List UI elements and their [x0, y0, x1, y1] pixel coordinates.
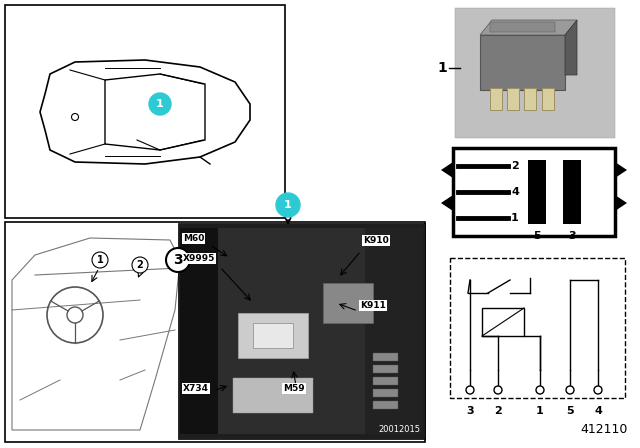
Text: 412110: 412110: [580, 423, 628, 436]
Bar: [450, 258, 625, 398]
Polygon shape: [441, 195, 453, 211]
Polygon shape: [441, 162, 453, 178]
Bar: [528, 160, 546, 224]
Bar: [5, 5, 285, 218]
Text: 5: 5: [533, 231, 541, 241]
Bar: [373, 389, 398, 397]
Text: 2: 2: [136, 260, 143, 270]
Bar: [218, 228, 365, 434]
Bar: [480, 35, 565, 90]
Bar: [373, 377, 398, 385]
Polygon shape: [480, 20, 577, 35]
Circle shape: [466, 386, 474, 394]
Text: 5: 5: [566, 406, 574, 416]
Bar: [453, 148, 615, 236]
Circle shape: [594, 386, 602, 394]
Bar: [373, 365, 398, 373]
Bar: [490, 88, 502, 110]
Text: 1: 1: [156, 99, 164, 109]
Text: X9995: X9995: [183, 254, 216, 263]
Text: 2: 2: [511, 161, 519, 171]
Circle shape: [494, 386, 502, 394]
Bar: [5, 222, 425, 442]
Polygon shape: [615, 195, 627, 211]
Text: 20012015: 20012015: [378, 425, 420, 434]
Bar: [365, 228, 423, 434]
Bar: [238, 313, 308, 358]
Text: X734: X734: [183, 384, 209, 393]
Bar: [373, 401, 398, 409]
Circle shape: [132, 257, 148, 273]
Bar: [524, 88, 536, 110]
Text: 1: 1: [511, 213, 519, 223]
Circle shape: [536, 386, 544, 394]
Text: K910: K910: [363, 236, 388, 245]
Text: 3: 3: [173, 253, 183, 267]
Circle shape: [92, 252, 108, 268]
Bar: [253, 323, 293, 348]
Polygon shape: [615, 162, 627, 178]
Text: 1: 1: [97, 255, 104, 265]
Text: M60: M60: [183, 234, 204, 243]
Bar: [482, 308, 524, 336]
Bar: [507, 88, 519, 110]
Text: 3: 3: [568, 231, 576, 241]
Text: K911: K911: [360, 301, 386, 310]
Text: 4: 4: [511, 187, 519, 197]
Bar: [563, 160, 581, 224]
Circle shape: [276, 193, 300, 217]
Bar: [233, 378, 313, 413]
Text: 4: 4: [594, 406, 602, 416]
Circle shape: [566, 386, 574, 394]
Text: 1: 1: [284, 200, 292, 210]
Circle shape: [149, 93, 171, 115]
Text: M59: M59: [283, 384, 305, 393]
Bar: [455, 8, 615, 138]
Bar: [490, 22, 555, 32]
Bar: [178, 223, 425, 439]
Circle shape: [166, 248, 190, 272]
Circle shape: [72, 113, 79, 121]
Text: 3: 3: [466, 406, 474, 416]
Text: 1: 1: [437, 61, 447, 75]
Bar: [323, 283, 373, 323]
Polygon shape: [565, 20, 577, 75]
Text: 1: 1: [536, 406, 544, 416]
Bar: [373, 353, 398, 361]
Bar: [180, 228, 220, 434]
Bar: [542, 88, 554, 110]
Text: 2: 2: [494, 406, 502, 416]
